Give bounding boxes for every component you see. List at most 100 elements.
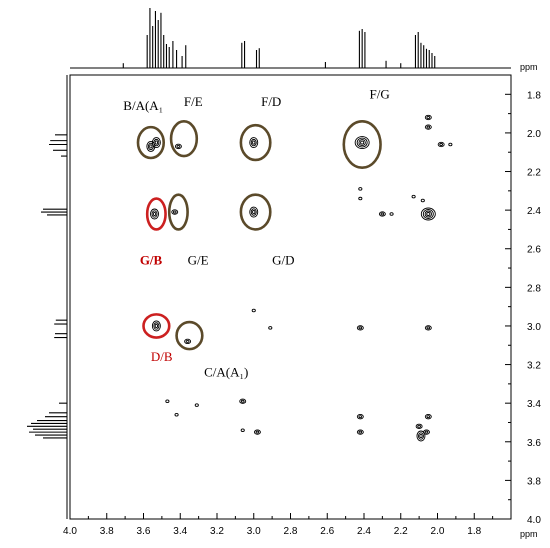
cross-peak	[252, 210, 256, 215]
highlight-circle	[239, 123, 272, 162]
cross-peak	[149, 144, 153, 149]
peak-annotation: D/B	[151, 349, 173, 364]
cross-peak	[354, 136, 370, 150]
cross-peak	[423, 429, 430, 435]
cross-peak	[153, 322, 160, 330]
y-unit-label: ppm	[520, 529, 538, 539]
cross-peak	[426, 212, 431, 216]
x-tick-label: 2.4	[357, 526, 371, 537]
cross-peak	[424, 124, 432, 130]
x-tick-label: 1.8	[467, 526, 481, 537]
cross-peak	[378, 211, 386, 217]
cross-peak	[165, 399, 170, 403]
cross-peak	[356, 429, 364, 435]
cross-peak	[252, 140, 256, 145]
plot-frame	[69, 74, 512, 520]
cross-peak	[151, 320, 161, 332]
cross-peak	[255, 430, 260, 434]
cross-peak	[358, 415, 363, 419]
x-tick-label: 3.0	[247, 526, 261, 537]
cross-peak	[194, 403, 199, 407]
cross-peak	[389, 212, 394, 216]
y-tick-label: 2.0	[527, 129, 541, 140]
cross-peak	[356, 137, 368, 148]
cross-peak	[424, 114, 432, 121]
cross-peak	[251, 308, 256, 313]
cross-peak	[424, 325, 432, 331]
cross-peak	[358, 196, 363, 201]
cross-peak	[417, 424, 421, 428]
y-tick-label: 4.0	[527, 515, 541, 526]
cross-peak	[420, 198, 425, 203]
peak-annotation: C/A(A₁)	[204, 364, 248, 379]
y-tick-label: 2.4	[527, 206, 541, 217]
cross-peak	[174, 413, 179, 417]
cross-peak	[171, 209, 179, 215]
cross-peak	[250, 208, 257, 216]
cross-peak	[240, 399, 245, 403]
cross-peak	[152, 211, 157, 217]
y-tick-label: 3.4	[527, 399, 541, 410]
highlight-circle	[167, 193, 189, 231]
cross-peak	[153, 138, 160, 147]
cross-peak	[249, 206, 259, 218]
highlight-circle	[175, 320, 204, 351]
highlight-circle	[145, 197, 167, 231]
cross-peak	[154, 323, 159, 329]
cross-peak	[358, 326, 363, 330]
y-tick-label: 2.2	[527, 168, 541, 179]
cross-peak	[426, 415, 431, 419]
cross-peak	[380, 212, 385, 216]
x-tick-label: 4.0	[63, 526, 77, 537]
x-tick-label: 2.2	[394, 526, 408, 537]
x-tick-label: 3.8	[100, 526, 114, 537]
cross-peak	[358, 430, 363, 434]
cross-peak	[426, 116, 431, 119]
cross-peak	[268, 326, 273, 330]
cross-peak	[418, 432, 424, 440]
y-tick-label: 3.0	[527, 322, 541, 333]
cross-peak	[411, 194, 416, 199]
cross-peak	[424, 414, 432, 420]
peak-annotation: F/G	[370, 86, 390, 101]
cross-peak	[426, 125, 431, 129]
y-tick-label: 3.8	[527, 476, 541, 487]
cross-peak	[358, 187, 363, 191]
cross-peak	[176, 144, 181, 148]
cross-peak	[356, 325, 364, 331]
cross-peak	[174, 143, 182, 150]
peak-annotation: F/D	[261, 94, 281, 109]
y-tick-label: 3.6	[527, 438, 541, 449]
cross-peak	[358, 139, 366, 147]
cross-peak	[415, 423, 423, 429]
cross-peak	[154, 140, 159, 145]
x-tick-label: 2.0	[431, 526, 445, 537]
cross-peak	[422, 209, 434, 219]
cross-peak	[360, 140, 365, 145]
cross-peak	[253, 429, 261, 435]
highlight-circle	[342, 120, 382, 169]
peak-annotation: F/E	[184, 94, 203, 109]
x-tick-label: 3.4	[173, 526, 187, 537]
cross-peak	[239, 398, 247, 404]
cross-peak	[439, 143, 444, 146]
cross-peak	[420, 207, 436, 221]
peak-annotation: B/A(A₁	[123, 98, 163, 113]
cross-peak	[356, 414, 364, 420]
x-unit-label: ppm	[520, 62, 538, 72]
cross-peak	[437, 141, 445, 148]
highlight-circle	[136, 125, 166, 160]
cross-peak	[419, 433, 423, 439]
cross-peak	[240, 428, 245, 432]
peak-annotation: G/E	[188, 252, 209, 267]
cross-peak	[150, 208, 159, 220]
cross-peak	[448, 142, 453, 147]
x-tick-label: 2.8	[284, 526, 298, 537]
cross-peak	[172, 210, 177, 214]
cross-peak	[426, 326, 431, 330]
cross-peak	[424, 430, 429, 434]
highlight-circle	[142, 313, 171, 339]
cross-peak	[250, 138, 257, 147]
